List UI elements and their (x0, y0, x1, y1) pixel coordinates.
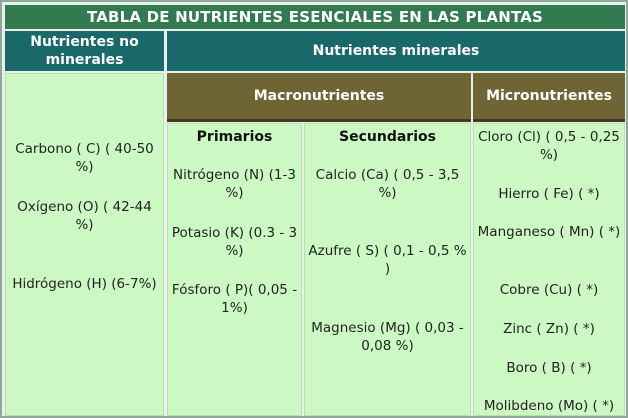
list-item: Zinc ( Zn) ( *) (503, 321, 595, 337)
header-micronutrients: Micronutrientes (473, 73, 625, 119)
primary-column: Primarios Nitrógeno (N) (1-3 %) Potasio … (167, 123, 302, 416)
subheader-secondary: Secundarios (339, 129, 436, 145)
list-item: Cloro (Cl) ( 0,5 - 0,25 %) (478, 129, 620, 163)
list-item: Molibdeno (Mo) ( *) (483, 398, 615, 414)
list-item: Boro ( B) ( *) (506, 360, 592, 376)
list-item: Carbono ( C) ( 40-50 %) (15, 141, 154, 175)
list-item: Cobre (Cu) ( *) (499, 282, 599, 298)
list-item: Fósforo ( P)( 0,05 - 1%) (171, 282, 298, 316)
table-title: TABLA DE NUTRIENTES ESENCIALES EN LAS PL… (5, 5, 625, 29)
list-item: Nitrógeno (N) (1-3 %) (173, 167, 296, 201)
header-non-mineral: Nutrientes no minerales (5, 31, 164, 71)
secondary-column: Secundarios Calcio (Ca) ( 0,5 - 3,5 %) A… (304, 123, 471, 416)
header-mineral: Nutrientes minerales (167, 31, 625, 71)
list-item: Calcio (Ca) ( 0,5 - 3,5 %) (315, 167, 460, 201)
list-item: Hidrógeno (H) (6-7%) (12, 276, 157, 292)
subheader-primary: Primarios (196, 129, 273, 145)
list-item: Hierro ( Fe) ( *) (498, 186, 600, 202)
list-item: Magnesio (Mg) ( 0,03 - 0,08 %) (311, 320, 464, 354)
header-macronutrients: Macronutrientes (167, 73, 471, 119)
non-mineral-column: Carbono ( C) ( 40-50 %) Oxígeno (O) ( 42… (5, 73, 164, 416)
list-item: Potasio (K) (0.3 - 3 %) (171, 225, 298, 259)
list-item: Azufre ( S) ( 0,1 - 0,5 % ) (308, 243, 467, 277)
list-item: Oxígeno (O) ( 42-44 %) (17, 199, 152, 233)
micro-column: Cloro (Cl) ( 0,5 - 0,25 %) Hierro ( Fe) … (473, 123, 625, 416)
list-item: Manganeso ( Mn) ( *) (477, 224, 621, 240)
